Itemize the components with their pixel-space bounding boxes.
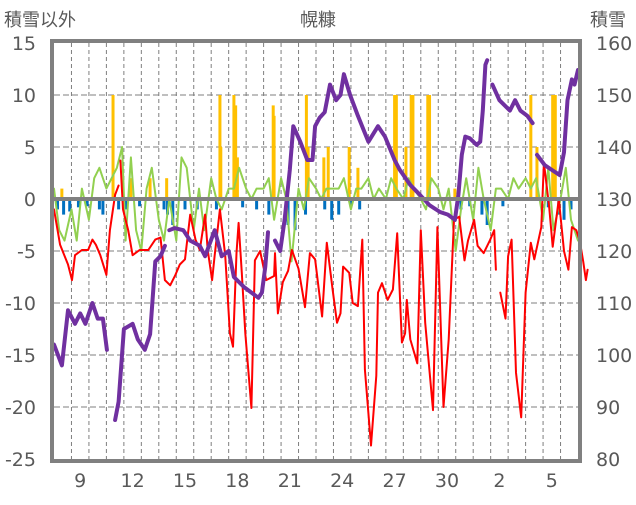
x-tick-label: 12 <box>121 470 145 492</box>
snowmelt-bar <box>330 199 334 220</box>
snowfall-bar <box>529 95 533 199</box>
snowfall-bar <box>535 147 539 199</box>
snowfall-bar <box>322 157 326 199</box>
snowmelt-bar <box>117 199 121 210</box>
right-tick-label: 150 <box>596 85 632 107</box>
snowmelt-bar <box>304 199 308 215</box>
left-tick-label: -15 <box>5 345 36 367</box>
snowfall-bar <box>394 95 398 199</box>
snowmelt-bar <box>171 199 175 225</box>
x-tick-label: 21 <box>278 470 302 492</box>
snowfall-bar <box>393 95 397 199</box>
snowmelt-bar <box>68 199 72 212</box>
snowmelt-bar <box>162 199 166 210</box>
snowmelt-bar <box>323 199 327 210</box>
x-tick-label: 27 <box>383 470 407 492</box>
right-tick-label: 160 <box>596 33 632 55</box>
snowfall-bar <box>551 95 555 199</box>
snowmelt-bar <box>241 199 245 208</box>
x-tick-label: 24 <box>330 470 354 492</box>
left-tick-label: -25 <box>5 449 36 471</box>
snowfall-bar <box>453 188 457 199</box>
snow-depth-line <box>52 58 580 422</box>
snowfall-bar <box>411 95 415 199</box>
snowmelt-bar <box>97 199 101 210</box>
right-tick-label: 90 <box>596 397 620 419</box>
snowmelt-bar <box>85 199 89 207</box>
left-tick-label: 5 <box>24 137 36 159</box>
snowmelt-bar <box>349 199 353 208</box>
snowmelt-bar <box>255 199 259 210</box>
snowmelt-bar <box>101 199 105 215</box>
left-tick-label: -20 <box>5 397 36 419</box>
x-tick-label: 18 <box>225 470 249 492</box>
snowmelt-bar <box>214 199 218 210</box>
snowmelt-bar <box>124 199 128 210</box>
x-tick-label: 5 <box>546 470 558 492</box>
left-tick-label: 0 <box>24 189 36 211</box>
snowmelt-bar <box>562 199 566 220</box>
snowfall-bar <box>326 147 330 199</box>
right-tick-label: 110 <box>596 293 632 315</box>
series-lines <box>52 58 589 447</box>
snowmelt-bar <box>62 199 66 215</box>
snowmelt-bar <box>55 199 59 210</box>
left-tick-label: 10 <box>12 85 36 107</box>
right-tick-label: 140 <box>596 137 632 159</box>
left-tick-label: -10 <box>5 293 36 315</box>
snowmelt-bar <box>337 199 341 215</box>
snowfall-bar <box>234 105 238 199</box>
snowfall-bar <box>219 147 223 199</box>
snowfall-bar <box>404 147 408 199</box>
snowmelt-bar <box>76 199 80 208</box>
right-tick-label: 80 <box>596 449 620 471</box>
snowmelt-bar <box>358 199 362 210</box>
chart-title: 幌糠 <box>300 9 336 31</box>
right-axis-title: 積雪 <box>590 10 626 31</box>
snowfall-bar <box>129 178 133 199</box>
left-axis-title: 積雪以外 <box>4 10 76 31</box>
bars <box>55 95 573 231</box>
snowfall-bar <box>553 95 557 199</box>
plot-frame <box>50 39 582 463</box>
snowfall-bar <box>111 95 115 199</box>
x-tick-label: 15 <box>173 470 197 492</box>
snowfall-bar <box>232 95 236 199</box>
right-tick-label: 130 <box>596 189 632 211</box>
humidity-or-wind-line <box>53 146 579 263</box>
snowmelt-bar <box>267 199 271 215</box>
snowmelt-bar <box>501 199 505 207</box>
right-tick-label: 100 <box>596 345 632 367</box>
left-tick-label: 15 <box>12 33 36 55</box>
snowmelt-bar <box>569 199 573 210</box>
snowmelt-bar <box>138 199 142 207</box>
x-tick-label: 9 <box>74 470 86 492</box>
snowfall-bar <box>356 167 360 199</box>
x-tick-label: 30 <box>435 470 459 492</box>
axes: 15 10 5 0 -5 -10 -15 -20 -25 160 150 140 130 120 110 10… <box>5 33 632 492</box>
left-tick-label: -5 <box>17 241 36 263</box>
snowfall-bar <box>409 95 413 199</box>
snowfall-bar <box>272 115 276 199</box>
snowfall-bar <box>60 188 64 199</box>
x-tick-label: 2 <box>493 470 505 492</box>
snowfall-bar <box>304 95 308 199</box>
snowfall-bar <box>347 147 351 199</box>
snowfall-bar <box>165 178 169 199</box>
snowfall-bar <box>426 95 430 199</box>
snowfall-bar <box>428 95 432 199</box>
snowmelt-bar <box>480 199 484 215</box>
snowmelt-bar <box>183 199 187 210</box>
right-tick-label: 120 <box>596 241 632 263</box>
snowfall-bar <box>306 147 310 199</box>
snowfall-bar <box>148 178 152 199</box>
